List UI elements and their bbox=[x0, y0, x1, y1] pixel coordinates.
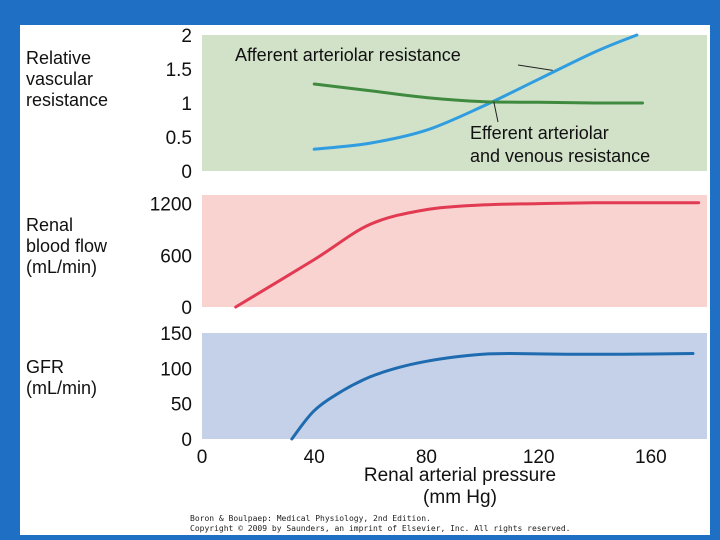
figure: 2 1.5 1 0.5 0 1200 600 0 150 100 50 0 0 40 80 120 160 Af… bbox=[20, 25, 710, 535]
series-afferent-arteriolar-resistance bbox=[312, 33, 639, 151]
panel3-ytick-3: 0 bbox=[181, 430, 192, 451]
x-axis-label-line2: (mm Hg) bbox=[423, 487, 497, 508]
panel1-ylabel: Relative vascular resistance bbox=[26, 48, 109, 110]
credit-line2: Copyright © 2009 by Saunders, an imprint… bbox=[190, 524, 571, 533]
efferent-annotation-line1: Efferent arteriolar bbox=[470, 123, 609, 143]
panel3-ylabel: GFR (mL/min) bbox=[26, 357, 97, 398]
xtick-4: 160 bbox=[635, 447, 667, 468]
xtick-1: 40 bbox=[304, 447, 325, 468]
panel2-ylabel: Renal blood flow (mL/min) bbox=[26, 215, 108, 277]
panel1-ytick-4: 0 bbox=[181, 162, 192, 183]
series-gfr bbox=[290, 351, 695, 441]
panel2-ytick-1: 600 bbox=[160, 246, 192, 267]
panel2-ytick-0: 1200 bbox=[150, 195, 192, 216]
series-efferent-arteriolar-and-venous-resistance bbox=[312, 82, 644, 105]
afferent-annotation: Afferent arteriolar resistance bbox=[235, 45, 461, 65]
panel2-ytick-2: 0 bbox=[181, 298, 192, 319]
afferent-pointer-line bbox=[517, 64, 553, 71]
panel-gfr-background bbox=[202, 333, 707, 439]
panel1-ytick-2: 1 bbox=[181, 94, 192, 115]
panel1-ytick-1: 1.5 bbox=[166, 60, 192, 81]
efferent-pointer-line bbox=[493, 101, 499, 123]
panel3-ytick-0: 150 bbox=[160, 324, 192, 345]
panel-blood-flow-background bbox=[202, 195, 707, 307]
panel1-ytick-0: 2 bbox=[181, 26, 192, 47]
efferent-annotation-line2: and venous resistance bbox=[470, 146, 650, 166]
panel3-ytick-1: 100 bbox=[160, 359, 192, 380]
credit-line1: Boron & Boulpaep: Medical Physiology, 2n… bbox=[190, 514, 431, 523]
xtick-0: 0 bbox=[197, 447, 208, 468]
xtick-3: 120 bbox=[523, 447, 555, 468]
xtick-2: 80 bbox=[416, 447, 437, 468]
panel3-ytick-2: 50 bbox=[171, 395, 192, 416]
series-renal-blood-flow bbox=[234, 201, 701, 309]
x-axis-label-line1: Renal arterial pressure bbox=[363, 465, 557, 486]
panel1-ytick-3: 0.5 bbox=[166, 128, 192, 149]
